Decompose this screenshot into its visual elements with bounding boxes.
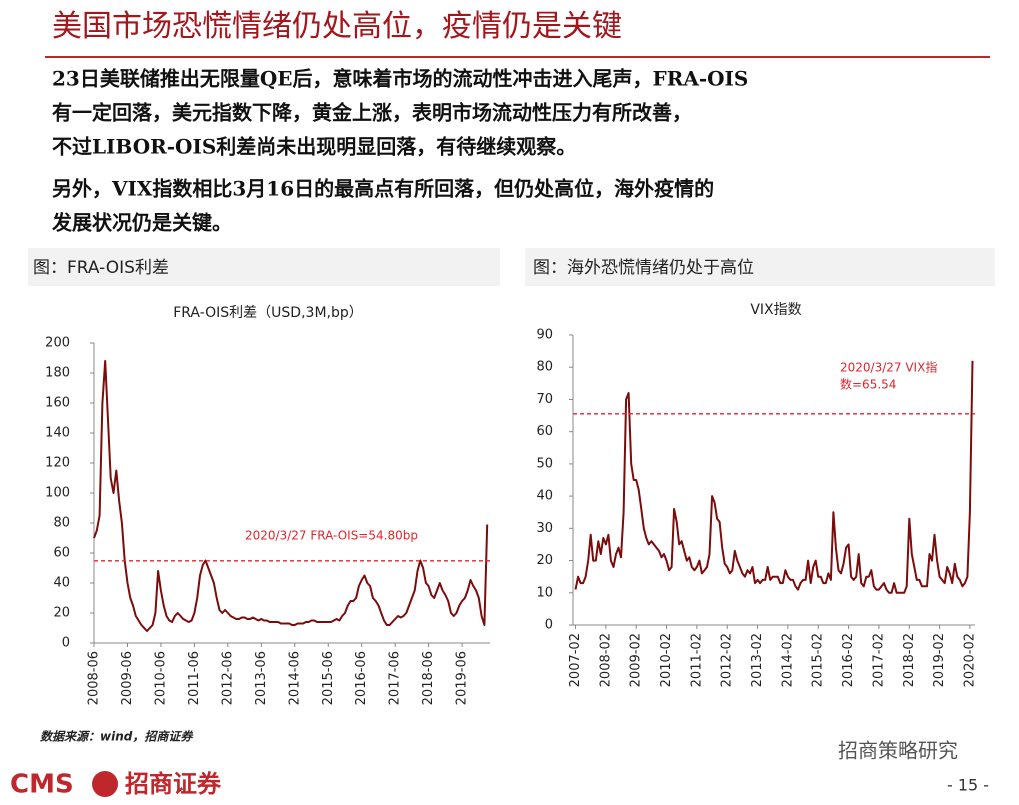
y-tick-label: 50 [536, 456, 553, 471]
x-tick-label: 2013-06 [254, 651, 269, 705]
x-tick-label: 2020-02 [962, 633, 977, 687]
y-tick-label: 140 [45, 426, 70, 441]
y-tick-label: 10 [536, 585, 553, 600]
y-tick-label: 180 [45, 366, 70, 381]
body-text: 发展状况仍是关键。 [51, 211, 232, 235]
annotation: 数=65.54 [840, 377, 896, 392]
y-tick-label: 20 [53, 606, 70, 621]
panel-title: 图：FRA-OIS利差 [33, 258, 169, 278]
chart-title: VIX指数 [750, 302, 801, 318]
x-tick-label: 2015-02 [811, 633, 826, 687]
body-text: 另外，VIX指数相比3月16日的最高点有所回落，但仍处高位，海外疫情的 [52, 177, 714, 201]
x-tick-label: 2007-02 [568, 633, 583, 687]
x-tick-label: 2016-02 [841, 633, 856, 687]
body-text: 不过LIBOR-OIS利差尚未出现明显回落，有待继续观察。 [52, 135, 576, 159]
x-tick-label: 2010-06 [153, 651, 168, 705]
annotation: 2020/3/27 FRA-OIS=54.80bp [245, 529, 418, 543]
y-tick-label: 80 [536, 360, 553, 375]
x-tick-label: 2016-06 [354, 651, 369, 705]
body-text: 有一定回落，美元指数下降，黄金上涨，表明市场流动性压力有所改善， [52, 101, 692, 125]
chart-area [28, 286, 500, 716]
logo: CMS [10, 770, 74, 800]
x-tick-label: 2008-06 [87, 651, 102, 705]
x-tick-label: 2012-06 [220, 651, 235, 705]
x-tick-label: 2015-06 [321, 651, 336, 705]
y-tick-label: 70 [536, 392, 553, 407]
x-tick-label: 2018-06 [421, 651, 436, 705]
x-tick-label: 2011-02 [689, 633, 704, 687]
x-tick-label: 2014-02 [780, 633, 795, 687]
x-tick-label: 2019-06 [455, 651, 470, 705]
y-tick-label: 40 [53, 576, 70, 591]
body-text: 23日美联储推出无限量QE后，意味着市场的流动性冲击进入尾声，FRA-OIS [52, 67, 748, 91]
x-tick-label: 2009-06 [120, 651, 135, 705]
y-tick-label: 0 [62, 636, 70, 651]
chart-title: FRA-OIS利差（USD,3M,bp） [173, 305, 363, 321]
company: 招商证券 [125, 770, 222, 798]
y-tick-label: 90 [536, 328, 553, 343]
y-tick-label: 60 [536, 424, 553, 439]
x-tick-label: 2017-02 [871, 633, 886, 687]
panel-title: 图：海外恐慌情绪仍处于高位 [533, 258, 754, 278]
y-tick-label: 40 [536, 489, 553, 504]
page-number: - 15 - [947, 776, 989, 795]
y-tick-label: 80 [53, 516, 70, 531]
y-tick-label: 20 [536, 553, 553, 568]
y-tick-label: 120 [45, 456, 70, 471]
watermark: 招商策略研究 [838, 739, 958, 763]
annotation: 2020/3/27 VIX指 [840, 360, 937, 375]
source: 数据来源：wind，招商证券 [40, 730, 194, 744]
x-tick-label: 2012-02 [720, 633, 735, 687]
x-tick-label: 2010-02 [659, 633, 674, 687]
y-tick-label: 30 [536, 521, 553, 536]
series-line [574, 360, 974, 594]
chart-area [525, 286, 995, 716]
slide-title: 美国市场恐慌情绪仍处高位，疫情仍是关键 [52, 9, 622, 44]
x-tick-label: 2013-02 [750, 633, 765, 687]
x-tick-label: 2009-02 [629, 633, 644, 687]
y-tick-label: 0 [545, 618, 553, 633]
x-tick-label: 2018-02 [902, 633, 917, 687]
series-line [93, 360, 489, 632]
x-tick-label: 2019-02 [932, 633, 947, 687]
x-tick-label: 2014-06 [287, 651, 302, 705]
y-tick-label: 100 [45, 486, 70, 501]
y-tick-label: 60 [53, 546, 70, 561]
x-tick-label: 2017-06 [388, 651, 403, 705]
logo-mark [92, 771, 118, 797]
y-tick-label: 160 [45, 396, 70, 411]
x-tick-label: 2011-06 [187, 651, 202, 705]
x-tick-label: 2008-02 [598, 633, 613, 687]
y-tick-label: 200 [45, 336, 70, 351]
